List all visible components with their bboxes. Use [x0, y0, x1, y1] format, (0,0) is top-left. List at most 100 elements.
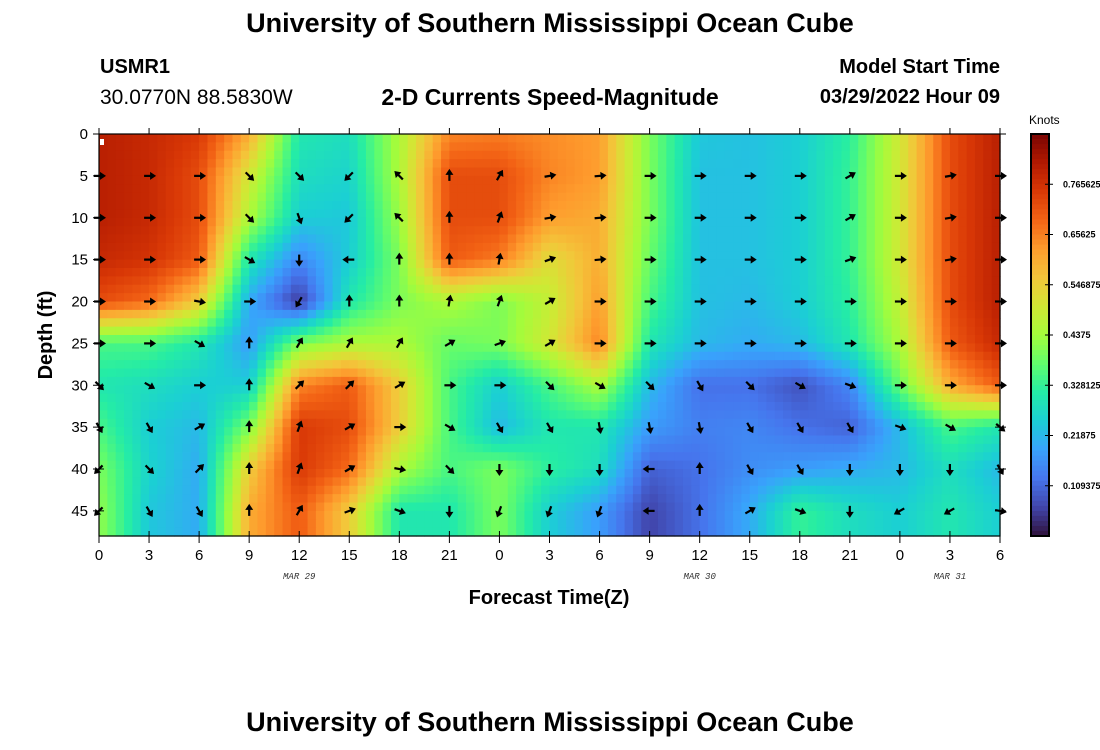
heatmap-cell [833, 142, 843, 152]
heatmap-cell [733, 276, 742, 286]
heatmap-cell [324, 502, 334, 512]
heatmap-cell [224, 175, 234, 185]
heatmap-cell [507, 251, 517, 261]
heatmap-cell [891, 142, 901, 152]
heatmap-cell [491, 427, 501, 437]
heatmap-cell [282, 150, 292, 160]
heatmap-cell [482, 226, 492, 236]
heatmap-cell [541, 485, 551, 495]
heatmap-cell [349, 301, 359, 311]
heatmap-cell [482, 393, 492, 403]
heatmap-cell [357, 485, 367, 495]
heatmap-cell [691, 217, 701, 227]
heatmap-cell [824, 427, 834, 437]
heatmap-cell [332, 376, 342, 386]
heatmap-cell [124, 150, 133, 160]
heatmap-cell [374, 201, 384, 210]
heatmap-cell [516, 284, 526, 294]
heatmap-cell [557, 268, 567, 277]
heatmap-cell [632, 502, 642, 512]
heatmap-cell [207, 519, 217, 529]
heatmap-cell [157, 251, 167, 261]
heatmap-cell [274, 142, 284, 152]
heatmap-cell [949, 393, 959, 403]
heatmap-cell [382, 485, 392, 495]
heatmap-cell [290, 209, 300, 219]
heatmap-cell [616, 284, 626, 294]
heatmap-cell [274, 376, 284, 386]
heatmap-cell [482, 368, 492, 378]
heatmap-cell [149, 393, 158, 403]
heatmap-cell [858, 167, 868, 177]
heatmap-cell [632, 469, 642, 478]
heatmap-cell [833, 309, 843, 319]
heatmap-cell [282, 268, 292, 277]
heatmap-cell [758, 385, 767, 395]
heatmap-cell [916, 510, 926, 520]
heatmap-cell [874, 167, 884, 177]
heatmap-cell [215, 234, 225, 244]
heatmap-cell [774, 351, 784, 361]
heatmap-cell [983, 184, 993, 194]
heatmap-cell [132, 301, 142, 311]
heatmap-cell [949, 502, 959, 512]
heatmap-cell [916, 443, 926, 453]
heatmap-cell [899, 134, 909, 143]
heatmap-cell [624, 326, 634, 336]
heatmap-cell [866, 343, 876, 353]
heatmap-cell [791, 284, 801, 294]
heatmap-cell [791, 217, 801, 227]
heatmap-cell [399, 368, 409, 378]
heatmap-cell [749, 251, 759, 261]
heatmap-cell [691, 351, 701, 361]
heatmap-cell [808, 485, 818, 495]
heatmap-cell [349, 134, 359, 143]
heatmap-cell [891, 376, 901, 386]
heatmap-cell [691, 318, 701, 328]
heatmap-cell [783, 192, 793, 202]
heatmap-cell [808, 209, 818, 219]
heatmap-cell [432, 142, 442, 152]
heatmap-cell [641, 485, 651, 495]
heatmap-cell [257, 393, 267, 403]
heatmap-cell [591, 335, 601, 344]
heatmap-cell [449, 192, 459, 202]
heatmap-cell [541, 385, 551, 395]
heatmap-cell [774, 226, 784, 236]
heatmap-cell [532, 134, 542, 143]
heatmap-cell [874, 443, 884, 453]
heatmap-cell [833, 284, 843, 294]
heatmap-cell [332, 360, 342, 370]
heatmap-cell [749, 477, 759, 487]
heatmap-cell [682, 159, 692, 169]
heatmap-cell [257, 217, 267, 227]
heatmap-cell [157, 351, 167, 361]
heatmap-cell [841, 343, 851, 353]
heatmap-cell [674, 452, 684, 462]
heatmap-cell [657, 142, 667, 152]
heatmap-cell [307, 351, 317, 361]
heatmap-cell [933, 309, 943, 319]
heatmap-cell [449, 150, 459, 160]
heatmap-cell [541, 268, 551, 277]
heatmap-cell [157, 209, 167, 219]
heatmap-cell [299, 485, 309, 495]
heatmap-cell [733, 251, 742, 261]
heatmap-cell [699, 150, 709, 160]
heatmap-cell [390, 318, 400, 328]
heatmap-cell [682, 502, 692, 512]
heatmap-cell [666, 192, 676, 202]
heatmap-cell [182, 335, 192, 344]
heatmap-cell [708, 142, 717, 152]
heatmap-cell [182, 427, 192, 437]
heatmap-cell [866, 360, 876, 370]
heatmap-cell [524, 443, 534, 453]
heatmap-cell [524, 234, 534, 244]
heatmap-cell [799, 435, 809, 445]
heatmap-cell [632, 410, 642, 420]
heatmap-cell [324, 435, 334, 445]
heatmap-cell [265, 134, 275, 143]
heatmap-cell [858, 360, 868, 370]
heatmap-cell [866, 242, 876, 252]
heatmap-cell [474, 268, 484, 277]
